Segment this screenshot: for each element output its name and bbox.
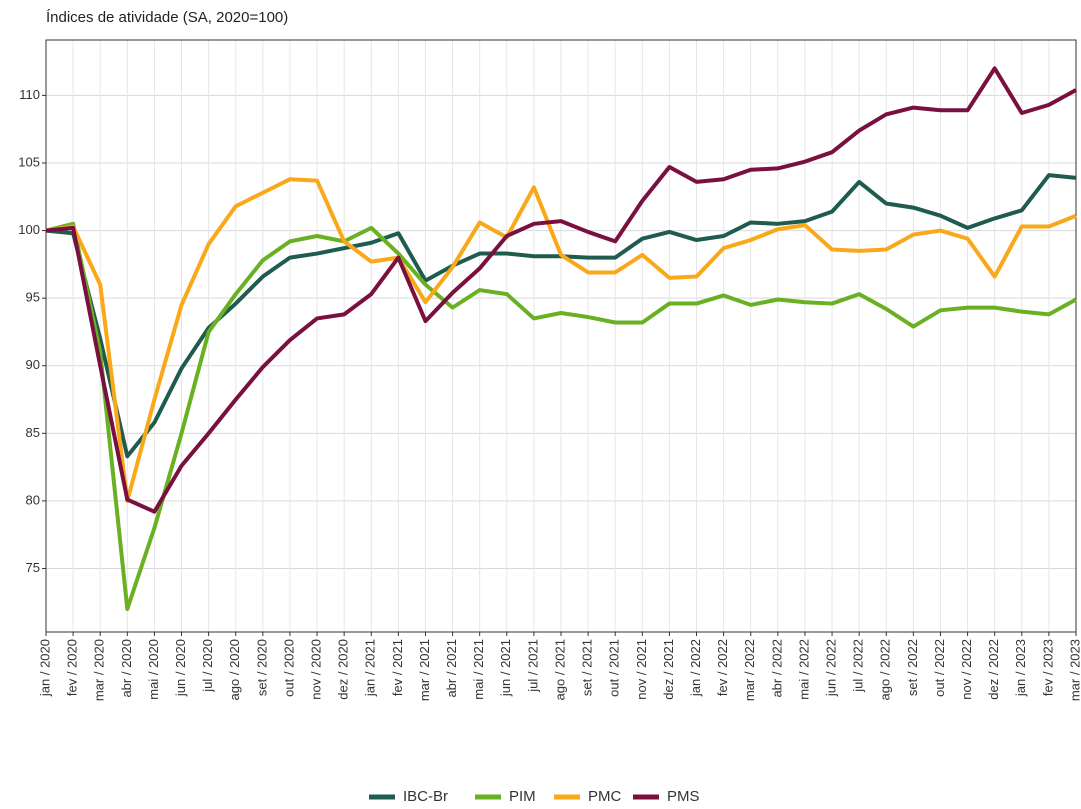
x-tick-label: ago / 2022	[878, 639, 893, 700]
x-tick-label: fev / 2023	[1040, 639, 1055, 696]
x-tick-label: fev / 2021	[390, 639, 405, 696]
x-tick-label: mai / 2020	[146, 639, 161, 700]
x-tick-label: mar / 2022	[742, 639, 757, 701]
x-tick-label: ago / 2021	[552, 639, 567, 700]
legend-label: IBC-Br	[403, 788, 448, 805]
x-tick-label: dez / 2020	[336, 639, 351, 700]
x-tick-label: nov / 2021	[634, 639, 649, 700]
x-tick-label: jan / 2022	[688, 639, 703, 697]
x-tick-label: mai / 2022	[796, 639, 811, 700]
y-tick-label: 75	[26, 560, 40, 575]
x-tick-label: set / 2020	[254, 639, 269, 696]
x-tick-label: jul / 2021	[525, 639, 540, 693]
x-tick-label: nov / 2020	[308, 639, 323, 700]
x-tick-label: out / 2021	[607, 639, 622, 697]
x-tick-label: mar / 2021	[417, 639, 432, 701]
x-tick-label: jun / 2020	[173, 639, 188, 697]
series-line	[45, 66, 1077, 514]
x-tick-label: jan / 2023	[1013, 639, 1028, 697]
y-tick-label: 85	[26, 425, 40, 440]
chart-title: Índices de atividade (SA, 2020=100)	[46, 9, 288, 26]
x-tick-label: jul / 2022	[851, 639, 866, 693]
series-line	[45, 177, 1077, 503]
x-tick-label: dez / 2022	[986, 639, 1001, 700]
x-tick-label: jan / 2020	[37, 639, 52, 697]
x-tick-label: jan / 2021	[363, 639, 378, 697]
legend-label: PMC	[588, 788, 622, 805]
y-tick-label: 105	[18, 154, 40, 169]
y-tick-label: 80	[26, 492, 40, 507]
y-tick-label: 95	[26, 290, 40, 305]
grid	[45, 40, 1077, 632]
x-tick-label: set / 2022	[905, 639, 920, 696]
legend-label: PMS	[667, 788, 700, 805]
x-tick-label: mai / 2021	[471, 639, 486, 700]
x-tick-label: dez / 2021	[661, 639, 676, 700]
series-line	[45, 221, 1077, 612]
x-tick-label: jun / 2021	[498, 639, 513, 697]
x-tick-label: ago / 2020	[227, 639, 242, 700]
x-tick-label: fev / 2020	[65, 639, 80, 696]
y-tick-label: 110	[19, 87, 40, 102]
x-tick-label: abr / 2021	[444, 639, 459, 698]
y-tick-label: 100	[18, 222, 40, 237]
legend-label: PIM	[509, 788, 536, 805]
x-tick-label: out / 2022	[932, 639, 947, 697]
x-tick-label: nov / 2022	[959, 639, 974, 700]
x-tick-label: out / 2020	[281, 639, 296, 697]
y-tick-label: 90	[26, 357, 40, 372]
x-tick-label: abr / 2020	[119, 639, 134, 698]
x-tick-label: mar / 2023	[1067, 639, 1081, 701]
x-tick-label: abr / 2022	[769, 639, 784, 698]
x-tick-label: set / 2021	[580, 639, 595, 696]
x-tick-label: jun / 2022	[823, 639, 838, 697]
x-tick-label: jul / 2020	[200, 639, 215, 693]
x-tick-label: fev / 2022	[715, 639, 730, 696]
x-tick-label: mar / 2020	[92, 639, 107, 701]
